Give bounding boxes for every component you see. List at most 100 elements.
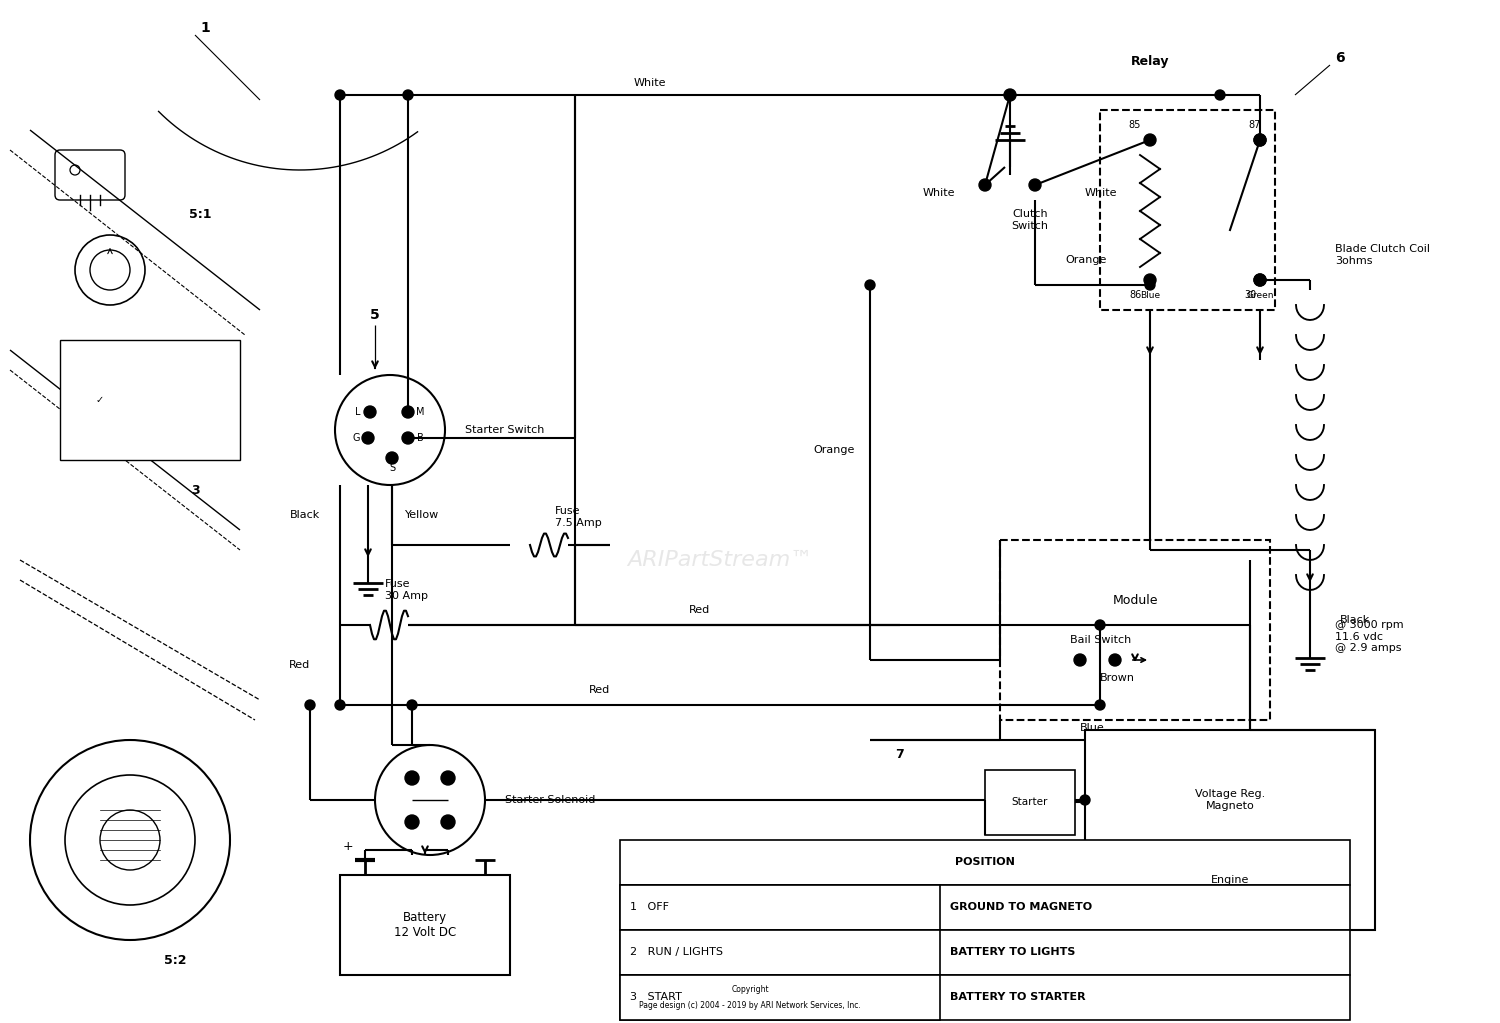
Text: 7: 7 (896, 749, 904, 761)
Text: 87: 87 (1250, 120, 1262, 130)
Text: 1   OFF: 1 OFF (630, 902, 669, 911)
Text: 85: 85 (1130, 120, 1142, 130)
Bar (60, 340, 240, 460)
Bar (1100, 110, 1275, 310)
Text: 30: 30 (1244, 290, 1256, 300)
Text: 5:2: 5:2 (164, 953, 186, 967)
Text: 2   RUN / LIGHTS: 2 RUN / LIGHTS (630, 947, 723, 957)
Circle shape (402, 406, 414, 418)
Circle shape (1108, 654, 1120, 666)
Circle shape (1004, 89, 1016, 101)
Bar (620, 885, 940, 930)
Text: Orange: Orange (1065, 255, 1107, 265)
Text: L: L (356, 407, 360, 417)
Circle shape (441, 771, 454, 785)
Circle shape (364, 406, 376, 418)
Bar (340, 875, 510, 975)
Circle shape (1254, 134, 1266, 146)
Circle shape (404, 90, 412, 100)
Text: Red: Red (288, 660, 310, 670)
Text: 5: 5 (370, 308, 380, 322)
Text: Bail Switch: Bail Switch (1070, 635, 1131, 644)
Text: Blade Clutch Coil
3ohms: Blade Clutch Coil 3ohms (1335, 244, 1430, 266)
Text: Voltage Reg.
Magneto: Voltage Reg. Magneto (1196, 789, 1264, 811)
Text: Page design (c) 2004 - 2019 by ARI Network Services, Inc.: Page design (c) 2004 - 2019 by ARI Netwo… (639, 1000, 861, 1010)
Text: Red: Red (590, 685, 610, 695)
Circle shape (334, 700, 345, 710)
Bar (620, 930, 1350, 975)
Circle shape (1144, 280, 1155, 290)
Text: White: White (1084, 188, 1118, 198)
Text: Red: Red (690, 605, 711, 615)
Text: Green: Green (1246, 291, 1274, 300)
Text: Relay: Relay (1131, 55, 1170, 69)
Circle shape (1029, 179, 1041, 191)
Text: Brown: Brown (1100, 673, 1136, 683)
Circle shape (334, 90, 345, 100)
Bar (986, 770, 1076, 835)
Text: M: M (416, 407, 424, 417)
Circle shape (405, 815, 418, 829)
Circle shape (1215, 90, 1225, 100)
Text: POSITION: POSITION (956, 857, 1016, 868)
Text: Orange: Orange (813, 445, 855, 455)
Circle shape (1080, 795, 1090, 805)
Circle shape (1095, 700, 1106, 710)
Bar (620, 975, 1350, 1020)
Text: Black: Black (290, 510, 320, 520)
Text: S: S (388, 463, 394, 473)
Text: White: White (633, 78, 666, 88)
Circle shape (1254, 274, 1266, 286)
Bar (620, 975, 940, 1020)
Text: White: White (922, 188, 956, 198)
Bar (620, 840, 1350, 885)
Circle shape (1144, 274, 1156, 286)
Circle shape (405, 771, 418, 785)
Text: B: B (417, 433, 423, 443)
Circle shape (402, 432, 414, 444)
Text: Engine: Engine (1210, 875, 1249, 885)
Text: Blue: Blue (1080, 723, 1104, 733)
Text: Black: Black (1340, 615, 1371, 625)
Bar (620, 885, 1350, 930)
Text: BATTERY TO STARTER: BATTERY TO STARTER (950, 992, 1086, 1002)
Text: @ 3000 rpm
11.6 vdc
@ 2.9 amps: @ 3000 rpm 11.6 vdc @ 2.9 amps (1335, 620, 1404, 654)
Text: Battery
12 Volt DC: Battery 12 Volt DC (394, 911, 456, 939)
Text: 3   START: 3 START (630, 992, 682, 1002)
Text: G: G (352, 433, 360, 443)
Text: +: + (342, 841, 354, 853)
Circle shape (304, 700, 315, 710)
Circle shape (980, 179, 992, 191)
Text: 5:1: 5:1 (189, 209, 211, 222)
Text: Starter Switch: Starter Switch (465, 425, 544, 435)
Text: Fuse
30 Amp: Fuse 30 Amp (386, 579, 427, 601)
Text: Module: Module (1112, 593, 1158, 607)
Text: Fuse
7.5 Amp: Fuse 7.5 Amp (555, 506, 602, 528)
Circle shape (1254, 134, 1266, 146)
Text: ARIPartStream™: ARIPartStream™ (627, 550, 813, 570)
Text: 86: 86 (1130, 290, 1142, 300)
Circle shape (386, 452, 398, 464)
Text: 6: 6 (1335, 51, 1346, 65)
Circle shape (1254, 274, 1266, 286)
Text: ✓: ✓ (96, 395, 104, 405)
Bar (1084, 730, 1376, 930)
Bar (620, 930, 940, 975)
Text: 3: 3 (190, 484, 200, 496)
Circle shape (441, 815, 454, 829)
Circle shape (406, 700, 417, 710)
Text: Starter Solenoid: Starter Solenoid (506, 795, 596, 805)
Circle shape (1144, 134, 1156, 146)
Circle shape (1074, 654, 1086, 666)
Bar (1000, 540, 1270, 720)
Text: Yellow: Yellow (405, 510, 439, 520)
FancyBboxPatch shape (56, 150, 125, 201)
Text: Blue: Blue (1140, 291, 1160, 300)
Circle shape (1095, 620, 1106, 630)
Text: Starter: Starter (1013, 797, 1048, 807)
Text: Clutch
Switch: Clutch Switch (1011, 209, 1048, 231)
Text: GROUND TO MAGNETO: GROUND TO MAGNETO (950, 902, 1092, 911)
Circle shape (362, 432, 374, 444)
Text: Copyright: Copyright (730, 985, 770, 994)
Circle shape (865, 280, 874, 290)
